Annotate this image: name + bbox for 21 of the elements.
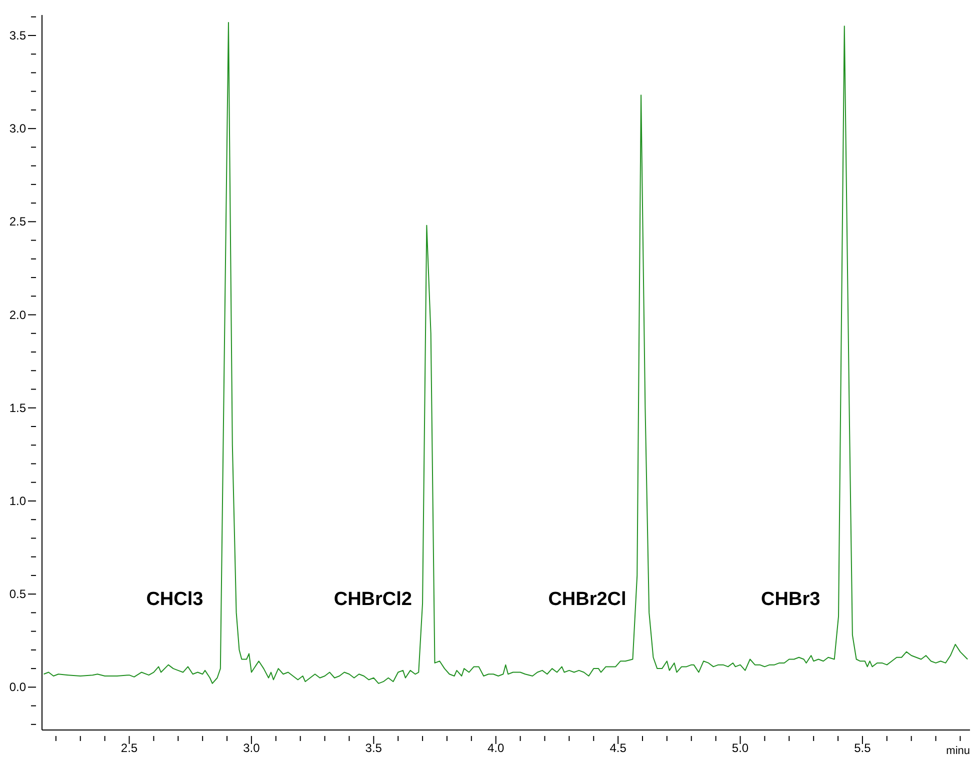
annotation: CHCl3 <box>146 589 204 610</box>
x-tick-label: 5.5 <box>854 741 872 755</box>
x-tick-label: 3.0 <box>243 741 260 755</box>
annotation: CHBr2Cl <box>548 589 626 610</box>
x-axis-title: minu <box>946 745 970 757</box>
y-tick-label: 0.0 <box>9 680 26 694</box>
line-series <box>43 22 968 684</box>
x-tick-label: 3.5 <box>365 741 382 755</box>
x-tick-label: 5.0 <box>732 741 749 755</box>
y-tick-label: 0.5 <box>9 587 26 602</box>
y-tick-label: 3.5 <box>9 28 26 42</box>
y-tick-label: 2.5 <box>9 214 26 229</box>
annotation: CHBrCl2 <box>334 589 412 610</box>
annotation: CHBr3 <box>761 589 820 610</box>
x-tick-label: 2.5 <box>120 741 138 755</box>
x-tick-label: 4.5 <box>610 741 627 755</box>
y-tick-label: 3.0 <box>9 122 26 136</box>
x-tick-label: 4.0 <box>488 741 505 755</box>
y-tick-label: 1.0 <box>9 494 26 508</box>
y-tick-label: 2.0 <box>9 308 26 322</box>
y-tick-label: 1.5 <box>9 400 26 415</box>
